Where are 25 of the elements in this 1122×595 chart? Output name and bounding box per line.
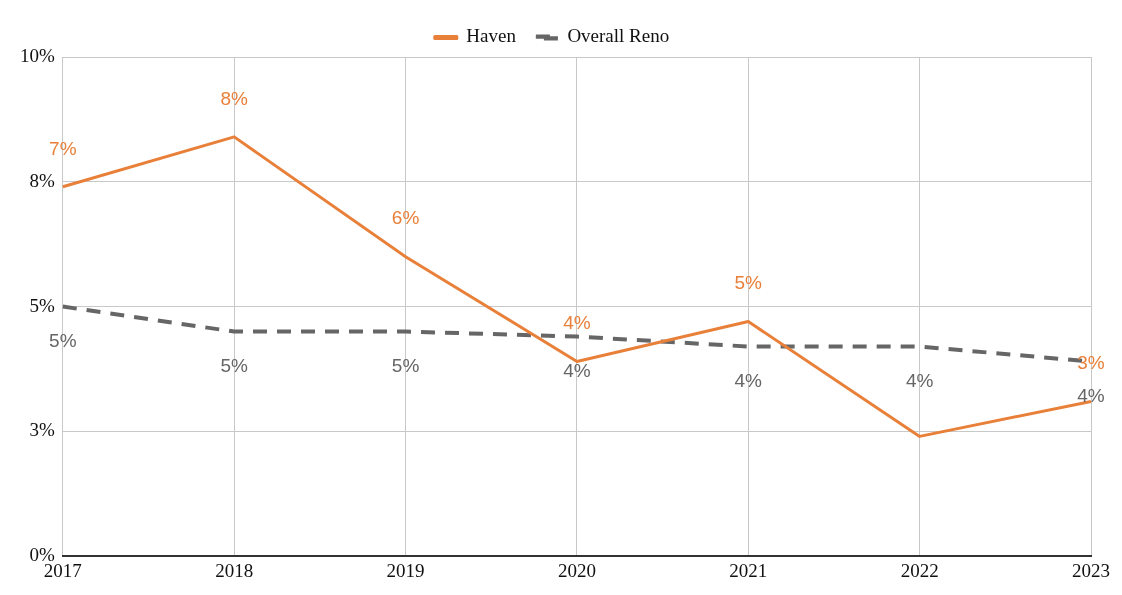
x-tick-label: 2020 — [557, 559, 596, 581]
legend-label: Haven — [466, 25, 517, 47]
x-tick-label: 2021 — [729, 559, 768, 581]
legend-label: Overall Reno — [567, 25, 670, 47]
y-tick-label: 5% — [29, 294, 55, 316]
data-label: 7% — [49, 137, 77, 159]
x-tick-label: 2023 — [1072, 559, 1110, 581]
data-label: 4% — [1077, 385, 1105, 407]
x-tick-label: 2022 — [900, 559, 939, 581]
data-label: 3% — [1077, 352, 1105, 374]
x-tick-label: 2018 — [215, 559, 254, 581]
data-label: 5% — [49, 330, 77, 352]
data-label: 4% — [734, 370, 763, 392]
data-label: 5% — [734, 272, 763, 294]
data-label: 5% — [220, 355, 249, 377]
data-label: 4% — [563, 312, 591, 334]
data-label: 4% — [563, 360, 591, 382]
y-tick-label: 8% — [29, 169, 55, 191]
data-label: 8% — [220, 87, 249, 109]
data-label: 6% — [391, 207, 420, 229]
y-tick-label: 10% — [20, 44, 55, 66]
y-tick-label: 3% — [29, 419, 55, 441]
data-label: 5% — [391, 355, 420, 377]
x-tick-label: 2019 — [386, 559, 425, 581]
data-label: 4% — [905, 370, 934, 392]
